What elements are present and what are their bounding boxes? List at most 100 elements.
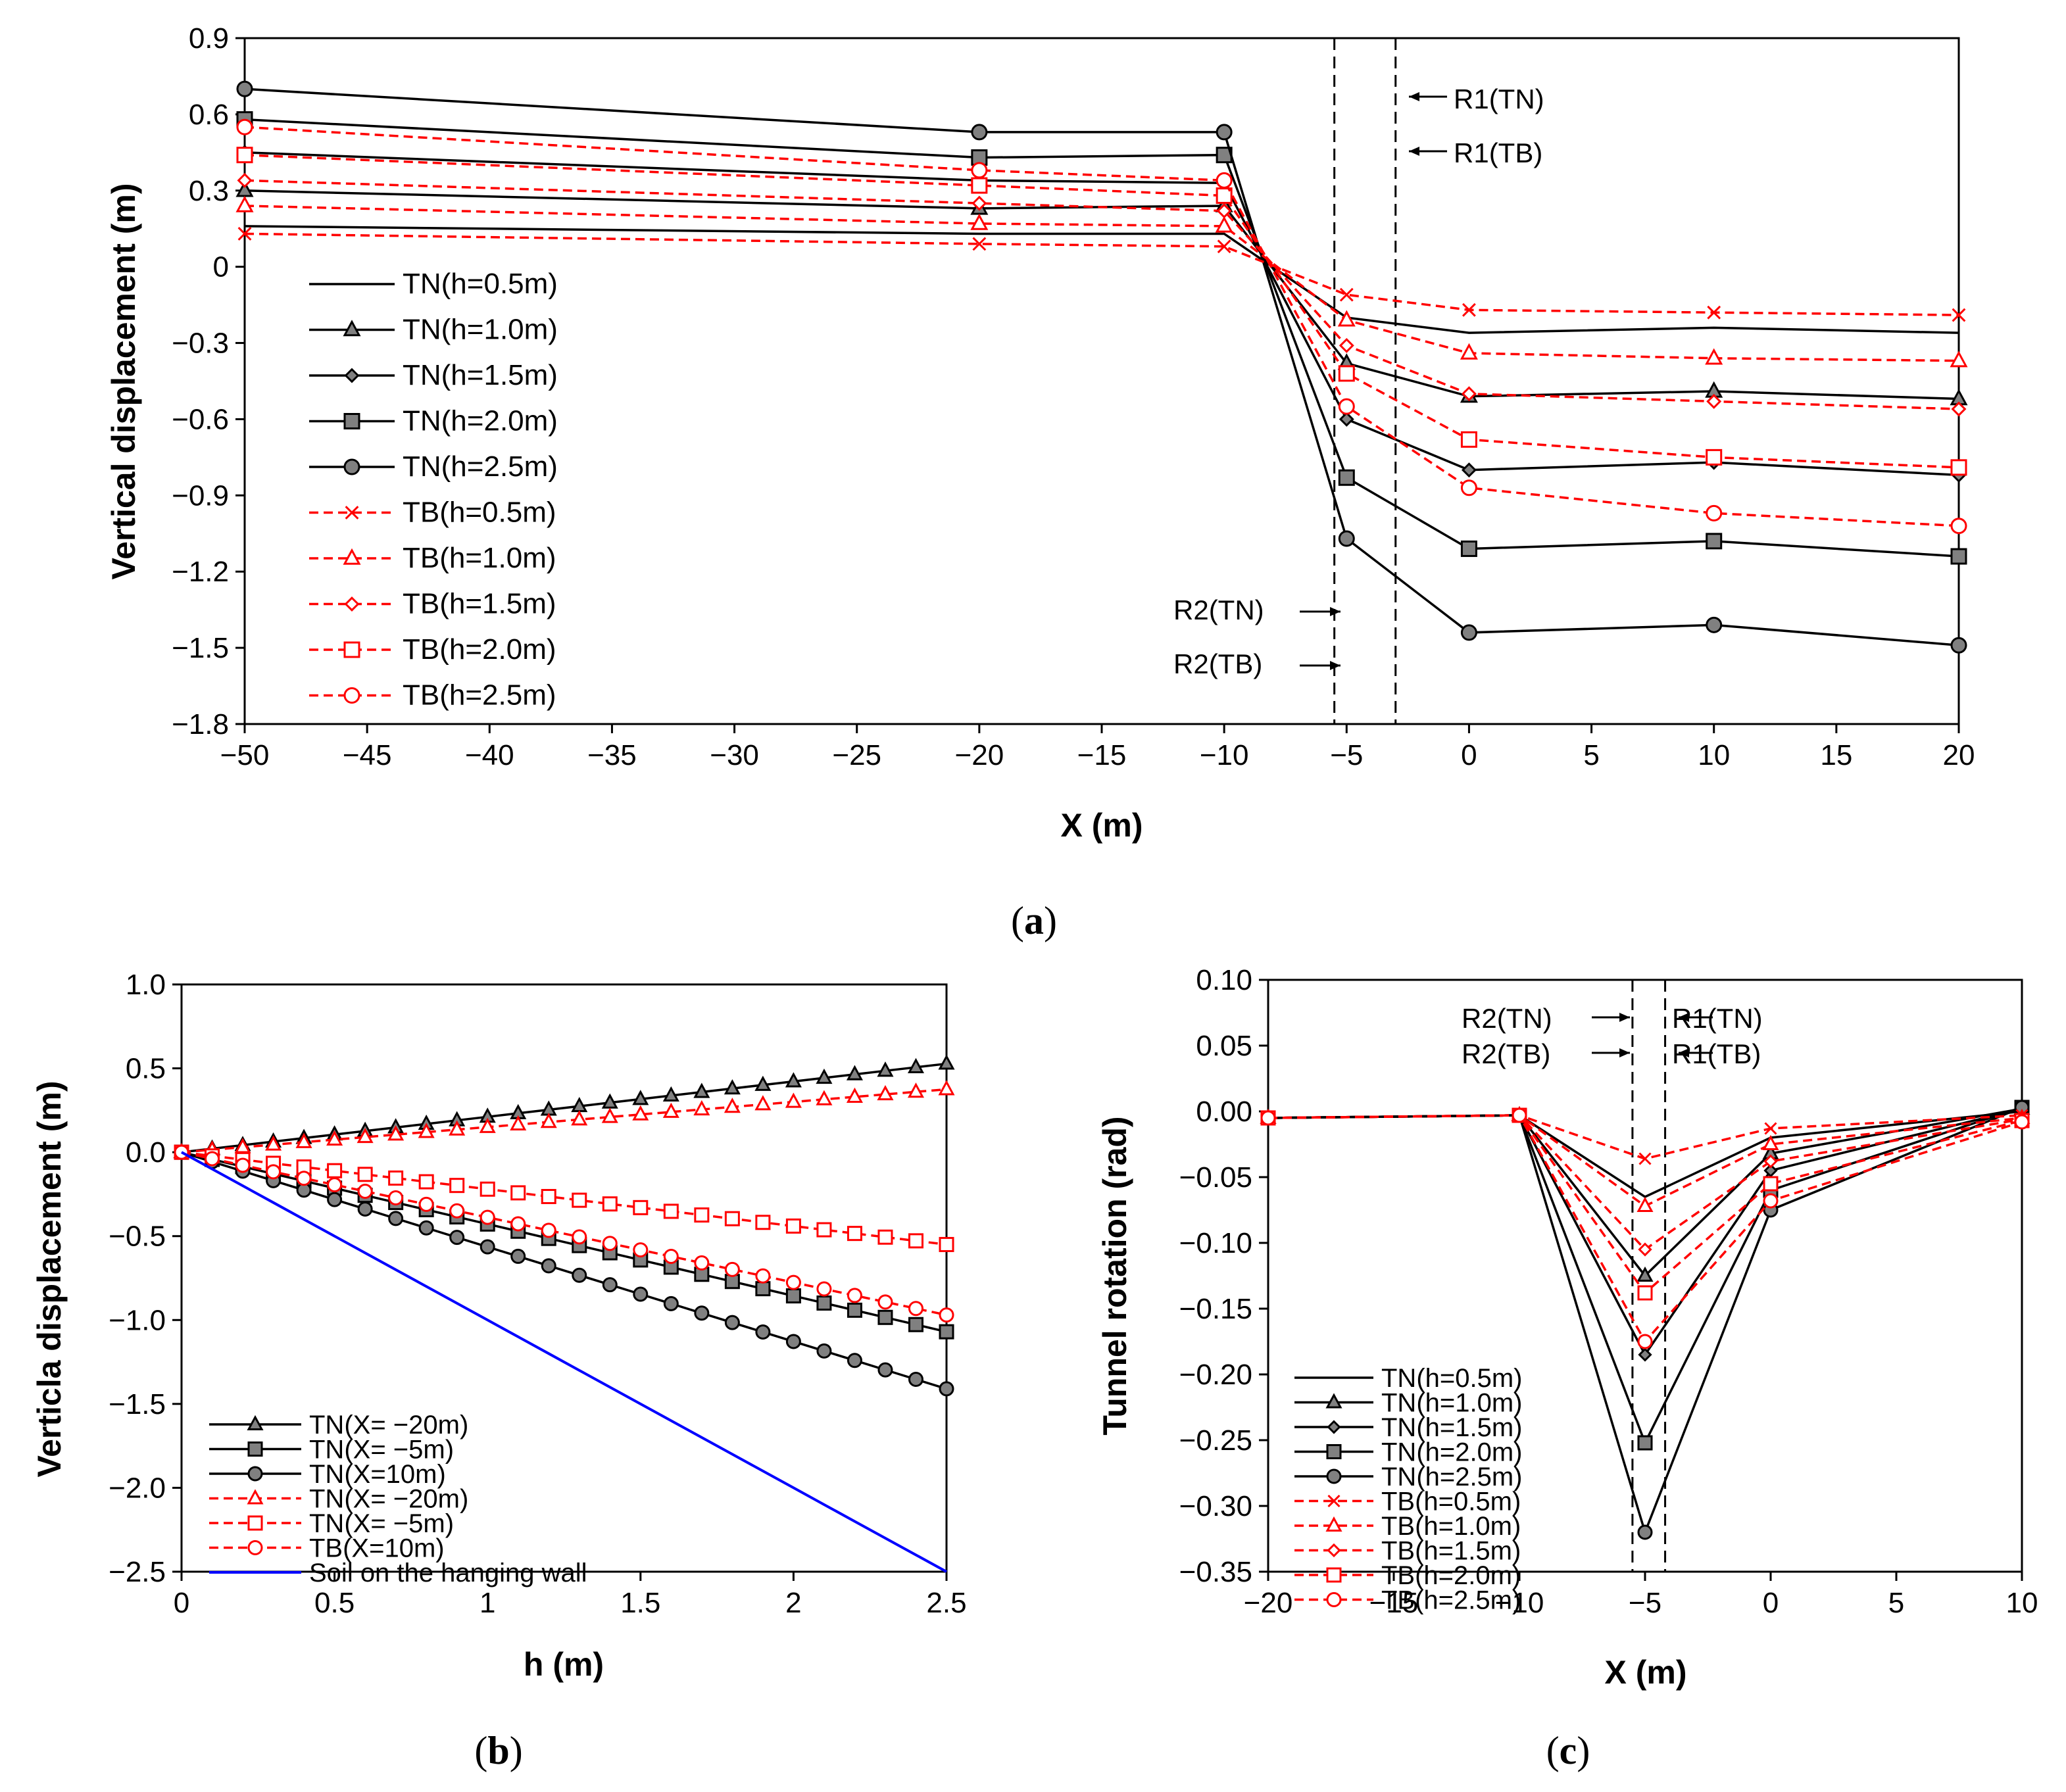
annotation-arrowhead <box>1409 92 1419 101</box>
panel-b-data-point <box>877 1084 894 1101</box>
panel-a-data-point <box>1460 479 1477 496</box>
panel-a-data-point <box>1216 124 1233 141</box>
panel-a-data-point <box>1338 398 1355 415</box>
panel-c-data-point <box>1637 1435 1653 1451</box>
panel-b-series-line <box>181 1151 947 1317</box>
panel-a-data-point <box>1462 303 1476 317</box>
panel-c-legend-label: TN(h=1.5m) <box>1381 1413 1523 1442</box>
panel-c-legend-label: TB(h=0.5m) <box>1381 1488 1521 1516</box>
panel-a-data-point <box>1706 616 1723 633</box>
panel-a-series-tb-h-0-5m <box>237 227 1966 322</box>
panel-b-legend-label: TN(X= −20m) <box>309 1485 468 1514</box>
panel-a-r1-tn-label: R1(TN) <box>1454 84 1544 114</box>
panel-c-legend-marker <box>1327 1543 1341 1558</box>
panel-b-data-point <box>816 1281 832 1297</box>
panel-c-series-tn-h-1-5m <box>1261 1102 2029 1362</box>
panel-a-legend-label: TN(h=1.5m) <box>403 359 558 391</box>
panel-b-data-point <box>724 1261 740 1277</box>
panel-b-data-point <box>816 1343 832 1359</box>
panel-b-data-point <box>939 1307 954 1323</box>
panel-c-legend-item: TN(h=1.0m) <box>1294 1389 1523 1418</box>
panel-b-data-point <box>449 1230 465 1246</box>
panel-b-data-point <box>601 1107 618 1123</box>
panel-a-data-point <box>235 195 254 212</box>
panel-c-legend-item: TN(h=0.5m) <box>1294 1364 1523 1393</box>
panel-a-data-point <box>1952 308 1966 322</box>
panel-a-legend-label: TB(h=2.5m) <box>403 679 556 712</box>
panel-c-legend-label: TN(h=2.0m) <box>1381 1438 1523 1467</box>
panel-a-xtick-label: 20 <box>1943 739 1975 771</box>
panel-c-data-point <box>1636 1266 1654 1282</box>
panel-b-data-point <box>510 1115 527 1131</box>
panel-b-data-point <box>754 1095 772 1111</box>
panel-b-xtick-label: 1 <box>480 1587 495 1619</box>
panel-b-data-point <box>816 1068 833 1084</box>
panel-a-data-point <box>237 172 253 188</box>
panel-b-ytick-label: −2.0 <box>109 1472 166 1504</box>
panel-b-series-line <box>181 1151 947 1246</box>
panel-b-series-line <box>181 1088 947 1153</box>
panel-c-r2-tb-label: R2(TB) <box>1462 1038 1550 1069</box>
panel-a-data-point <box>1216 172 1233 189</box>
panel-b-xtick-label: 2 <box>785 1587 801 1619</box>
panel-b-data-point <box>908 1372 923 1388</box>
panel-a-legend-marker <box>343 548 361 565</box>
panel-b-data-point <box>510 1185 526 1201</box>
panel-b-legend-label: TN(X= −5m) <box>309 1436 454 1465</box>
panel-b-series-line <box>181 1062 947 1153</box>
panel-b-ytick-label: 1.0 <box>126 969 166 1001</box>
panel-c-xtick-label: −20 <box>1244 1587 1293 1619</box>
panel-a-xtick-label: −50 <box>220 739 270 771</box>
panel-b-data-point <box>571 1110 588 1126</box>
panel-a-series-tb-h-2-5m <box>236 118 1967 535</box>
panel-b-legend-label: TN(X=10m) <box>309 1460 446 1489</box>
panel-b-ylabel: Verticla displacement (m) <box>31 1080 68 1477</box>
panel-b-data-point <box>785 1288 801 1304</box>
panel-a-xtick-label: −35 <box>587 739 637 771</box>
panel-a-series-tb-h-1-5m <box>237 172 1967 417</box>
panel-b-legend-item: TN(X= −5m) <box>209 1509 454 1538</box>
panel-b-data-point <box>601 1093 618 1109</box>
panel-b-data-point <box>418 1196 434 1212</box>
panel-b-data-point <box>388 1170 404 1186</box>
panel-a-data-point <box>970 213 989 230</box>
panel-a-ytick-label: −0.9 <box>172 479 229 512</box>
panel-a-data-point <box>236 118 253 135</box>
panel-a-data-point <box>1338 530 1355 547</box>
panel-a-data-point <box>1460 624 1477 641</box>
panel-b-ytick-label: 0.0 <box>126 1136 166 1169</box>
panel-c-xtick-label: 0 <box>1763 1587 1779 1619</box>
panel-b-data-point <box>724 1079 741 1095</box>
panel-a-data-point <box>1950 518 1967 535</box>
panel-b-data-point <box>663 1203 679 1219</box>
panel-a-legend-marker <box>344 368 360 383</box>
panel-b-data-point <box>296 1171 312 1186</box>
panel-c-data-point <box>1764 1122 1777 1135</box>
panel-b-data-point <box>662 1102 679 1118</box>
panel-b-data-point <box>418 1123 435 1138</box>
panel-b-legend-marker <box>247 1540 263 1555</box>
panel-c-data-point <box>1638 1347 1652 1362</box>
panel-c-ytick-label: −0.30 <box>1179 1490 1252 1522</box>
panel-a-data-point <box>1461 386 1477 402</box>
panel-a-data-point <box>1706 393 1722 409</box>
panel-b-data-point <box>877 1309 893 1325</box>
annotation-arrowhead <box>1619 1013 1630 1022</box>
panel-a-xtick-label: −5 <box>1330 739 1363 771</box>
panel-a-legend-label: TB(h=0.5m) <box>403 496 556 529</box>
panel-a-legend-marker <box>343 687 360 704</box>
panel-c-data-point <box>1762 1134 1779 1150</box>
panel-b-data-point <box>847 1226 862 1242</box>
panel-c-chart: X (m) Tunnel rotation (rad) −20 −15 −10 −5 0… <box>1096 964 2038 1772</box>
panel-a-ytick-label: −1.2 <box>172 556 229 588</box>
panel-b-data-point <box>908 1317 923 1332</box>
panel-a-xtick-label: 0 <box>1461 739 1477 771</box>
panel-b-data-point <box>847 1302 862 1318</box>
annotation-arrowhead <box>1619 1048 1630 1057</box>
panel-a-data-point <box>972 237 987 251</box>
panel-c-legend-item: TB(h=2.0m) <box>1294 1561 1521 1590</box>
panel-b-data-point <box>572 1229 587 1245</box>
panel-a-data-point <box>1460 431 1477 448</box>
panel-a-legend-item: TN(h=1.5m) <box>309 359 558 391</box>
panel-a-data-point <box>1950 351 1968 368</box>
